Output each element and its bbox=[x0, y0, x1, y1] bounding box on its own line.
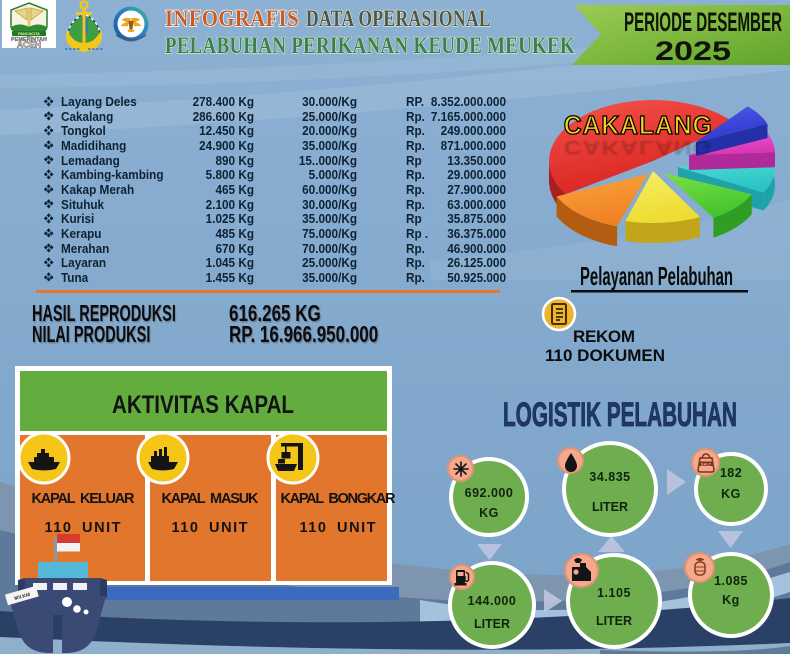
svg-text:110 UNIT: 110 UNIT bbox=[172, 520, 249, 536]
svg-text:AKTIVITAS KAPAL: AKTIVITAS KAPAL bbox=[112, 391, 294, 419]
svg-text:PERIODE DESEMBER: PERIODE DESEMBER bbox=[624, 7, 782, 37]
svg-text:REKOM: REKOM bbox=[573, 327, 635, 346]
svg-text:110 UNIT: 110 UNIT bbox=[45, 520, 122, 536]
svg-text:LOGISTIK PELABUHAN: LOGISTIK PELABUHAN bbox=[503, 396, 737, 434]
svg-text:INFOGRAFIS: INFOGRAFIS bbox=[165, 6, 299, 31]
svg-text:PEMERINTAH: PEMERINTAH bbox=[11, 37, 47, 43]
svg-text:PANCACITA: PANCACITA bbox=[18, 32, 40, 36]
svg-text:DATA OPERASIONAL: DATA OPERASIONAL bbox=[306, 6, 491, 31]
svg-text:KAPAL MASUK: KAPAL MASUK bbox=[162, 491, 260, 507]
svg-text:KAPAL KELUAR: KAPAL KELUAR bbox=[32, 491, 136, 507]
svg-text:MV.KM: MV.KM bbox=[14, 592, 31, 602]
svg-text:2025: 2025 bbox=[655, 36, 731, 66]
svg-text:Pelayanan Pelabuhan: Pelayanan Pelabuhan bbox=[580, 261, 733, 291]
svg-text:ACEH: ACEH bbox=[17, 40, 41, 49]
svg-text:110 UNIT: 110 UNIT bbox=[300, 520, 377, 536]
svg-text:KAPAL BONGKAR: KAPAL BONGKAR bbox=[281, 491, 396, 507]
svg-text:PELABUHAN PERIKANAN KEUDE MEUK: PELABUHAN PERIKANAN KEUDE MEUKEK bbox=[165, 33, 575, 58]
svg-text:110 DOKUMEN: 110 DOKUMEN bbox=[545, 346, 665, 365]
